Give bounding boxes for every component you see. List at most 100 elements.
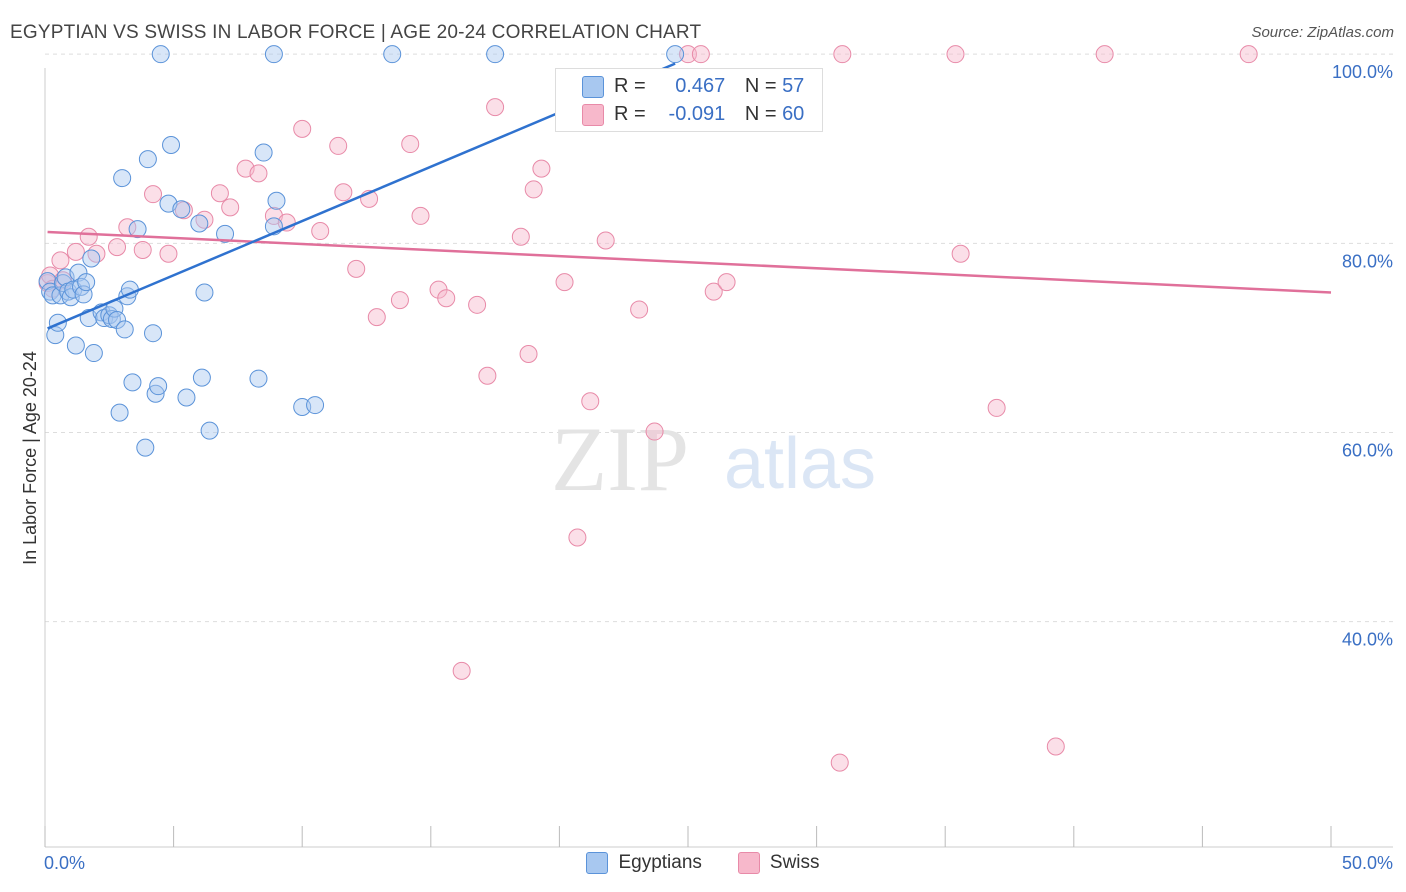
egyptians-point xyxy=(113,169,132,188)
x-tick-label: 50.0% xyxy=(1342,853,1393,873)
y-tick-label: 60.0% xyxy=(1342,441,1393,461)
egyptians-point xyxy=(123,373,142,392)
watermark: ZIP atlas xyxy=(551,408,876,510)
egyptians-point xyxy=(84,344,103,363)
swiss-point xyxy=(679,45,697,64)
legend: Egyptians Swiss xyxy=(0,852,1406,874)
legend-swatch-egyptians xyxy=(586,852,609,874)
swiss-point xyxy=(532,159,551,178)
swiss-point xyxy=(293,119,312,138)
swiss-point xyxy=(51,251,70,270)
swiss-point xyxy=(468,295,487,314)
egyptians-point xyxy=(43,286,62,305)
swiss-point xyxy=(66,242,85,261)
egyptians-n-value: 57 xyxy=(782,75,805,97)
swiss-point xyxy=(519,345,538,363)
egyptians-r-label: R = xyxy=(614,75,646,97)
egyptians-points xyxy=(38,45,685,457)
swiss-point xyxy=(524,180,543,199)
egyptians-point xyxy=(162,135,181,154)
swiss-point xyxy=(452,661,471,680)
swiss-point xyxy=(401,135,420,154)
watermark-zip: ZIP xyxy=(551,408,689,510)
egyptians-point xyxy=(383,45,402,64)
swiss-point xyxy=(311,222,330,241)
axes xyxy=(44,68,1393,848)
legend-item-swiss: Swiss xyxy=(737,852,820,874)
legend-label-egyptians: Egyptians xyxy=(618,852,702,873)
y-tick-label: 40.0% xyxy=(1342,630,1393,650)
legend-swatch-swiss xyxy=(737,852,760,874)
egyptians-point xyxy=(110,403,129,422)
swiss-point xyxy=(568,528,587,547)
egyptians-point xyxy=(77,273,96,292)
egyptians-point xyxy=(108,310,127,329)
swiss-stat-swatch xyxy=(582,104,604,126)
swiss-r-value: -0.091 xyxy=(668,103,726,125)
egyptians-point xyxy=(195,283,214,302)
egyptians-point xyxy=(102,310,121,329)
swiss-point xyxy=(478,366,497,385)
swiss-point xyxy=(411,206,430,225)
legend-label-swiss: Swiss xyxy=(769,852,820,873)
egyptians-point xyxy=(192,368,211,387)
swiss-point xyxy=(347,259,366,278)
x-tick-label: 0.0% xyxy=(44,853,85,873)
swiss-point xyxy=(1095,45,1114,64)
swiss-point xyxy=(630,300,649,319)
swiss-point xyxy=(691,45,710,64)
swiss-point xyxy=(329,136,348,155)
swiss-point xyxy=(87,244,106,263)
swiss-point xyxy=(717,273,736,292)
swiss-n-label: N = xyxy=(744,103,777,125)
swiss-trend-line xyxy=(47,230,1332,294)
y-axis-label: In Labor Force | Age 20-24 xyxy=(20,351,40,565)
egyptians-point xyxy=(249,369,268,388)
source-credit: Source: ZipAtlas.com xyxy=(1251,24,1394,41)
swiss-point xyxy=(221,198,240,217)
egyptians-r-value: 0.467 xyxy=(675,75,726,97)
swiss-point xyxy=(159,244,178,263)
swiss-point xyxy=(210,184,229,203)
egyptians-point xyxy=(38,272,57,291)
swiss-r-label: R = xyxy=(614,103,646,125)
egyptians-point xyxy=(264,45,283,64)
swiss-points xyxy=(38,45,1258,772)
egyptians-point xyxy=(172,200,191,219)
tick-labels: 100.0% 80.0% 60.0% 40.0% 0.0% 50.0% xyxy=(44,62,1393,873)
swiss-point xyxy=(555,273,574,292)
swiss-point xyxy=(645,422,664,441)
swiss-point xyxy=(133,240,152,259)
watermark-atlas: atlas xyxy=(724,424,876,504)
swiss-point xyxy=(1239,45,1258,64)
egyptians-point xyxy=(216,224,235,243)
swiss-point xyxy=(951,244,970,263)
swiss-point xyxy=(79,227,98,246)
egyptians-point xyxy=(151,45,170,64)
y-tick-label: 80.0% xyxy=(1342,251,1393,271)
swiss-point xyxy=(437,289,456,308)
grid-lines xyxy=(45,53,1395,623)
swiss-point xyxy=(946,45,965,64)
swiss-point xyxy=(511,227,530,246)
swiss-point xyxy=(581,392,600,411)
egyptians-point xyxy=(136,438,155,457)
egyptians-point xyxy=(128,220,147,239)
swiss-point xyxy=(1046,737,1065,756)
swiss-point xyxy=(367,308,386,327)
egyptians-point xyxy=(66,336,85,355)
egyptians-n-label: N = xyxy=(744,75,777,97)
egyptians-point xyxy=(177,388,196,407)
y-tick-label: 100.0% xyxy=(1332,62,1393,82)
egyptians-point xyxy=(138,150,157,169)
egyptians-point xyxy=(69,263,88,282)
swiss-point xyxy=(830,753,849,772)
egyptians-point xyxy=(666,45,685,64)
egyptians-point xyxy=(146,384,165,403)
swiss-point xyxy=(987,398,1006,417)
swiss-point xyxy=(390,291,409,310)
swiss-point xyxy=(334,183,353,202)
swiss-point xyxy=(704,282,723,301)
chart-title: EGYPTIAN VS SWISS IN LABOR FORCE | AGE 2… xyxy=(10,22,702,43)
